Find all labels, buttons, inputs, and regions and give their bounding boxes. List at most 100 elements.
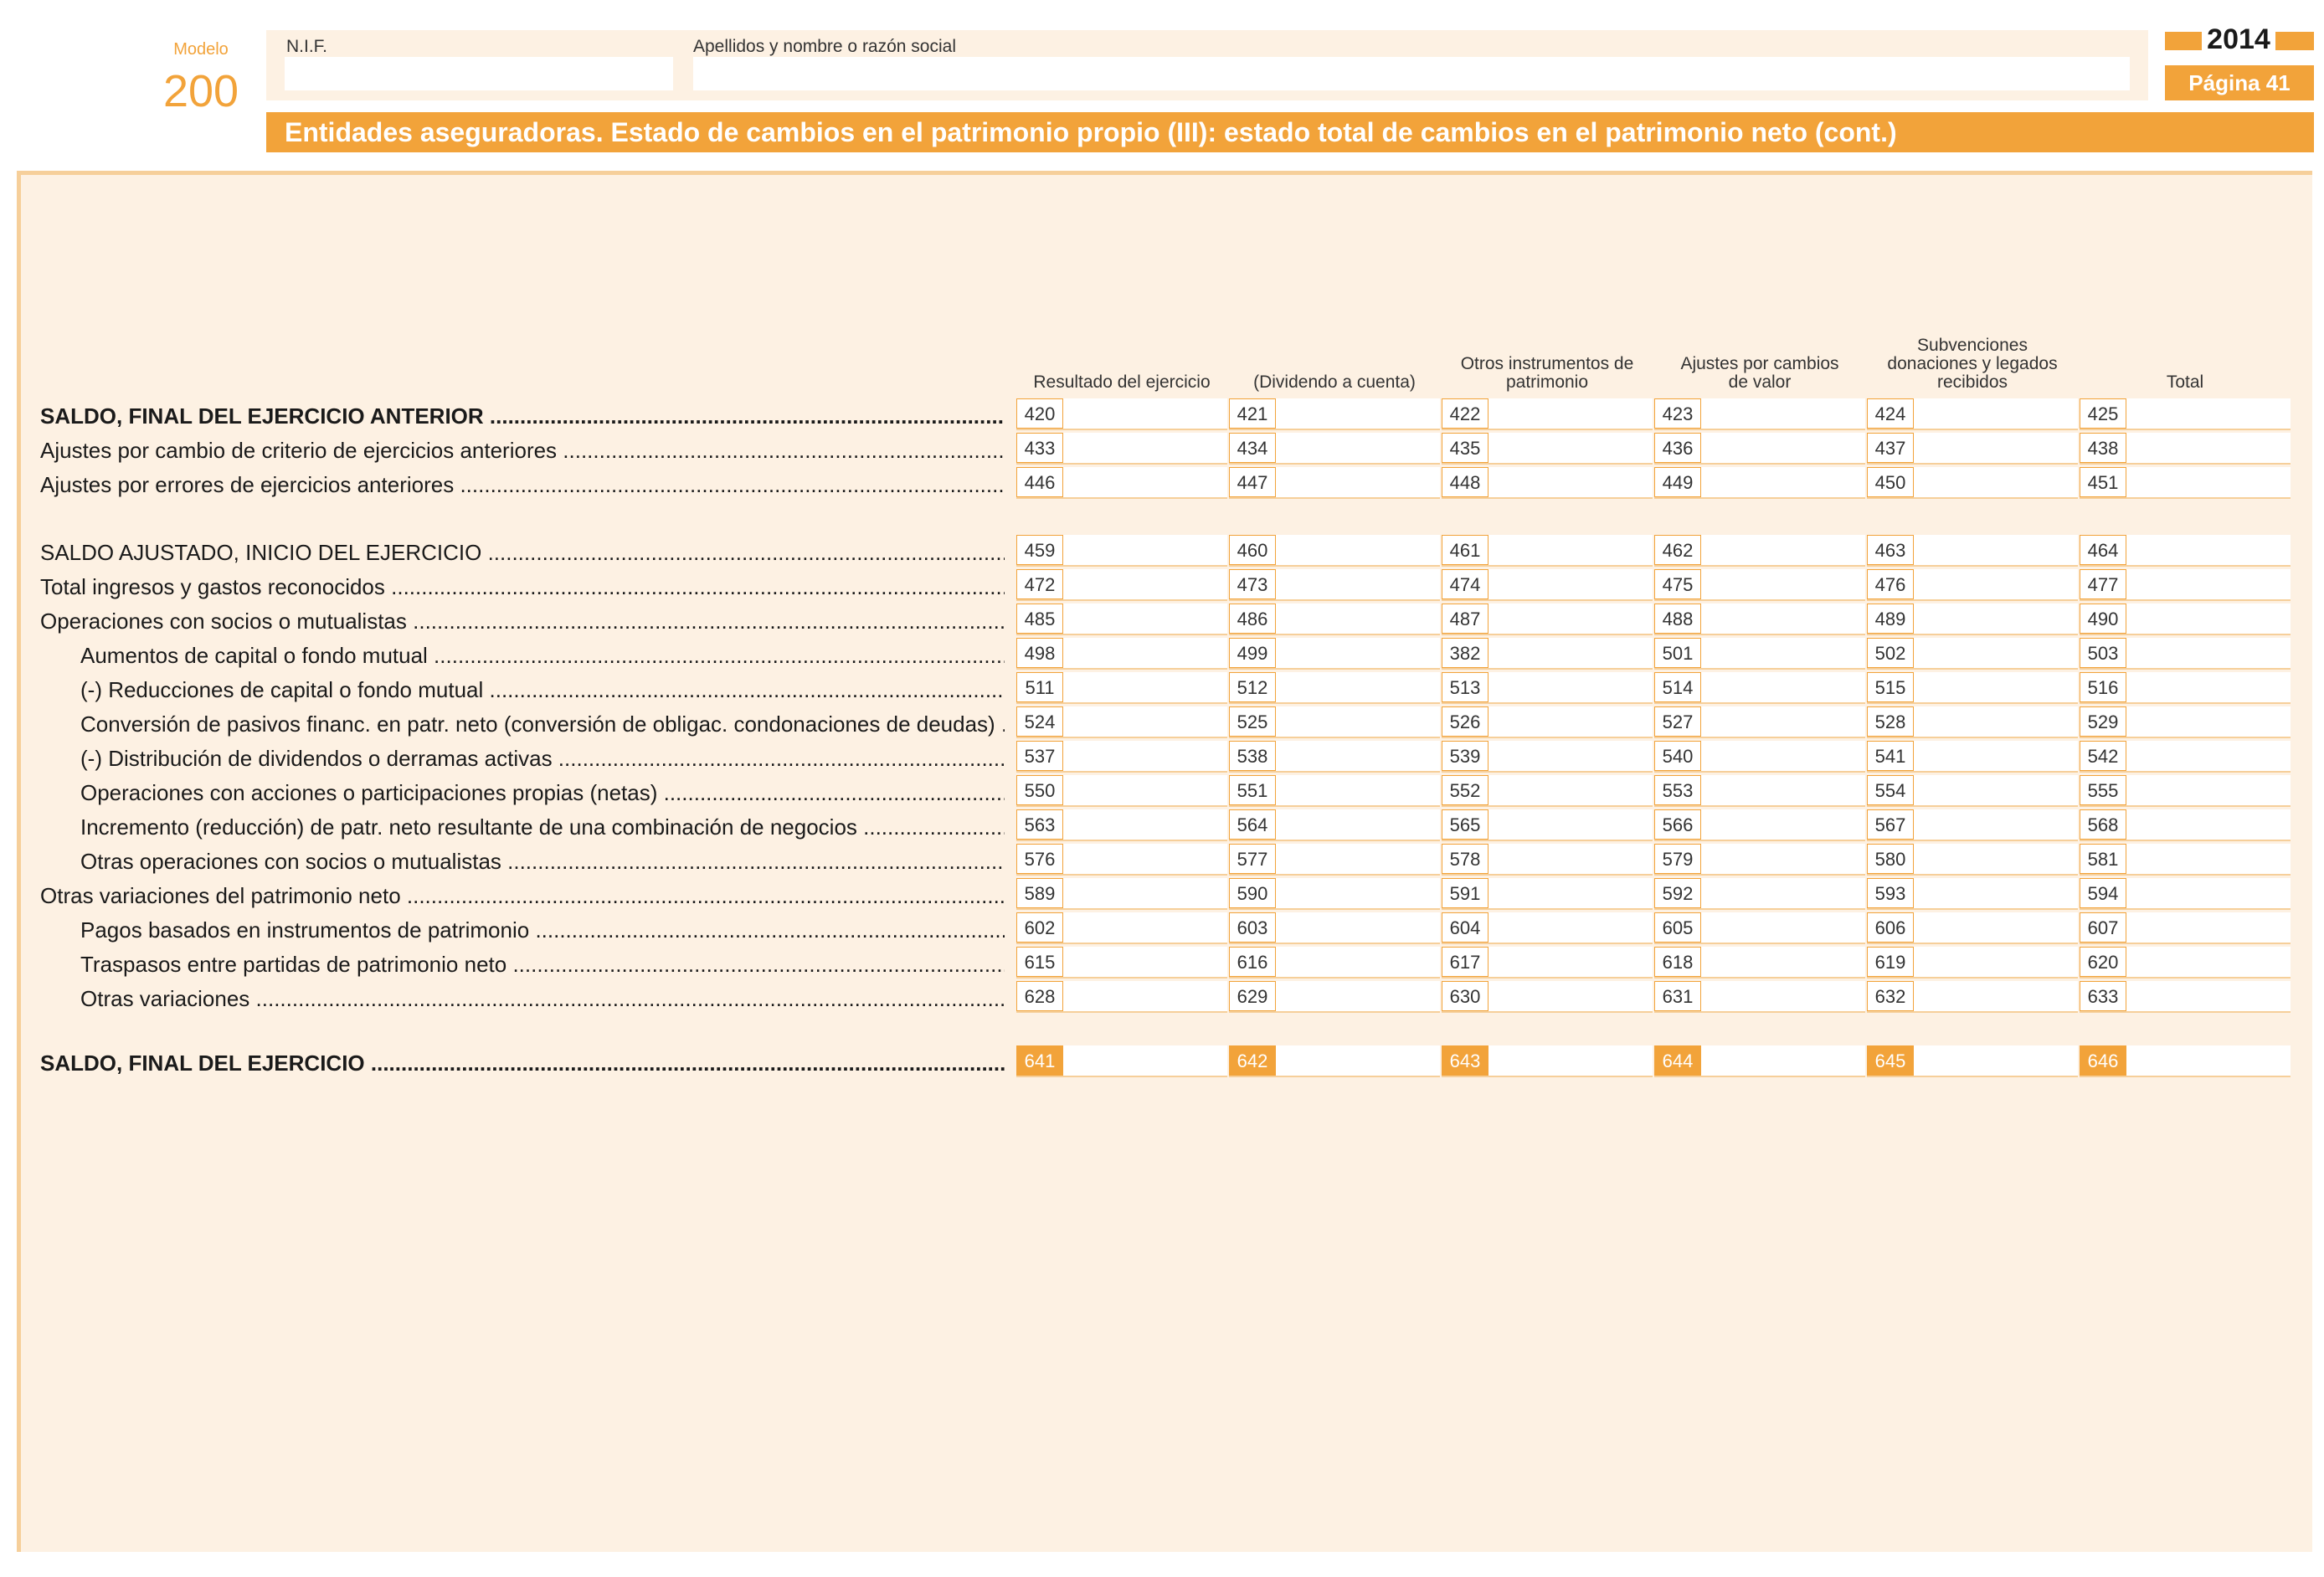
- name-field[interactable]: [693, 57, 2130, 90]
- amount-cell[interactable]: 485: [1016, 604, 1227, 635]
- amount-cell[interactable]: 566: [1654, 809, 1865, 841]
- amount-cell[interactable]: 602: [1016, 912, 1227, 944]
- amount-cell[interactable]: 472: [1016, 569, 1227, 601]
- amount-cell[interactable]: 565: [1442, 809, 1653, 841]
- amount-cell[interactable]: 420: [1016, 398, 1227, 430]
- amount-cell[interactable]: 550: [1016, 775, 1227, 807]
- amount-cell[interactable]: 486: [1229, 604, 1440, 635]
- amount-cell[interactable]: 605: [1654, 912, 1865, 944]
- amount-cell[interactable]: 589: [1016, 878, 1227, 910]
- amount-cell[interactable]: 593: [1867, 878, 2078, 910]
- amount-cell[interactable]: 555: [2080, 775, 2291, 807]
- amount-cell[interactable]: 620: [2080, 947, 2291, 979]
- amount-cell[interactable]: 449: [1654, 467, 1865, 499]
- amount-cell[interactable]: 487: [1442, 604, 1653, 635]
- amount-cell[interactable]: 489: [1867, 604, 2078, 635]
- amount-cell[interactable]: 576: [1016, 844, 1227, 876]
- amount-cell[interactable]: 461: [1442, 535, 1653, 567]
- amount-cell[interactable]: 631: [1654, 981, 1865, 1013]
- amount-cell[interactable]: 568: [2080, 809, 2291, 841]
- amount-cell[interactable]: 594: [2080, 878, 2291, 910]
- amount-cell[interactable]: 447: [1229, 467, 1440, 499]
- amount-cell[interactable]: 581: [2080, 844, 2291, 876]
- amount-cell[interactable]: 606: [1867, 912, 2078, 944]
- amount-cell[interactable]: 421: [1229, 398, 1440, 430]
- amount-cell[interactable]: 524: [1016, 706, 1227, 738]
- amount-cell[interactable]: 552: [1442, 775, 1653, 807]
- amount-cell[interactable]: 425: [2080, 398, 2291, 430]
- amount-cell[interactable]: 629: [1229, 981, 1440, 1013]
- amount-cell[interactable]: 475: [1654, 569, 1865, 601]
- amount-cell[interactable]: 591: [1442, 878, 1653, 910]
- amount-cell[interactable]: 529: [2080, 706, 2291, 738]
- amount-cell[interactable]: 642: [1229, 1045, 1440, 1077]
- amount-cell[interactable]: 512: [1229, 672, 1440, 704]
- amount-cell[interactable]: 537: [1016, 741, 1227, 773]
- amount-cell[interactable]: 643: [1442, 1045, 1653, 1077]
- amount-cell[interactable]: 567: [1867, 809, 2078, 841]
- amount-cell[interactable]: 463: [1867, 535, 2078, 567]
- amount-cell[interactable]: 503: [2080, 638, 2291, 670]
- amount-cell[interactable]: 502: [1867, 638, 2078, 670]
- amount-cell[interactable]: 498: [1016, 638, 1227, 670]
- amount-cell[interactable]: 527: [1654, 706, 1865, 738]
- amount-cell[interactable]: 436: [1654, 433, 1865, 465]
- amount-cell[interactable]: 433: [1016, 433, 1227, 465]
- amount-cell[interactable]: 603: [1229, 912, 1440, 944]
- amount-cell[interactable]: 618: [1654, 947, 1865, 979]
- amount-cell[interactable]: 382: [1442, 638, 1653, 670]
- amount-cell[interactable]: 515: [1867, 672, 2078, 704]
- amount-cell[interactable]: 499: [1229, 638, 1440, 670]
- amount-cell[interactable]: 450: [1867, 467, 2078, 499]
- amount-cell[interactable]: 526: [1442, 706, 1653, 738]
- amount-cell[interactable]: 514: [1654, 672, 1865, 704]
- amount-cell[interactable]: 632: [1867, 981, 2078, 1013]
- amount-cell[interactable]: 422: [1442, 398, 1653, 430]
- amount-cell[interactable]: 577: [1229, 844, 1440, 876]
- amount-cell[interactable]: 540: [1654, 741, 1865, 773]
- amount-cell[interactable]: 477: [2080, 569, 2291, 601]
- amount-cell[interactable]: 551: [1229, 775, 1440, 807]
- amount-cell[interactable]: 553: [1654, 775, 1865, 807]
- amount-cell[interactable]: 579: [1654, 844, 1865, 876]
- amount-cell[interactable]: 617: [1442, 947, 1653, 979]
- amount-cell[interactable]: 464: [2080, 535, 2291, 567]
- nif-field[interactable]: [285, 57, 673, 90]
- amount-cell[interactable]: 563: [1016, 809, 1227, 841]
- amount-cell[interactable]: 645: [1867, 1045, 2078, 1077]
- amount-cell[interactable]: 619: [1867, 947, 2078, 979]
- amount-cell[interactable]: 460: [1229, 535, 1440, 567]
- amount-cell[interactable]: 438: [2080, 433, 2291, 465]
- amount-cell[interactable]: 451: [2080, 467, 2291, 499]
- amount-cell[interactable]: 423: [1654, 398, 1865, 430]
- amount-cell[interactable]: 539: [1442, 741, 1653, 773]
- amount-cell[interactable]: 434: [1229, 433, 1440, 465]
- amount-cell[interactable]: 446: [1016, 467, 1227, 499]
- amount-cell[interactable]: 644: [1654, 1045, 1865, 1077]
- amount-cell[interactable]: 462: [1654, 535, 1865, 567]
- amount-cell[interactable]: 592: [1654, 878, 1865, 910]
- amount-cell[interactable]: 541: [1867, 741, 2078, 773]
- amount-cell[interactable]: 448: [1442, 467, 1653, 499]
- amount-cell[interactable]: 435: [1442, 433, 1653, 465]
- amount-cell[interactable]: 578: [1442, 844, 1653, 876]
- amount-cell[interactable]: 513: [1442, 672, 1653, 704]
- amount-cell[interactable]: 554: [1867, 775, 2078, 807]
- amount-cell[interactable]: 476: [1867, 569, 2078, 601]
- amount-cell[interactable]: 628: [1016, 981, 1227, 1013]
- amount-cell[interactable]: 459: [1016, 535, 1227, 567]
- amount-cell[interactable]: 604: [1442, 912, 1653, 944]
- amount-cell[interactable]: 474: [1442, 569, 1653, 601]
- amount-cell[interactable]: 473: [1229, 569, 1440, 601]
- amount-cell[interactable]: 538: [1229, 741, 1440, 773]
- amount-cell[interactable]: 511: [1016, 672, 1227, 704]
- amount-cell[interactable]: 501: [1654, 638, 1865, 670]
- amount-cell[interactable]: 424: [1867, 398, 2078, 430]
- amount-cell[interactable]: 616: [1229, 947, 1440, 979]
- amount-cell[interactable]: 615: [1016, 947, 1227, 979]
- amount-cell[interactable]: 607: [2080, 912, 2291, 944]
- amount-cell[interactable]: 490: [2080, 604, 2291, 635]
- amount-cell[interactable]: 528: [1867, 706, 2078, 738]
- amount-cell[interactable]: 564: [1229, 809, 1440, 841]
- amount-cell[interactable]: 641: [1016, 1045, 1227, 1077]
